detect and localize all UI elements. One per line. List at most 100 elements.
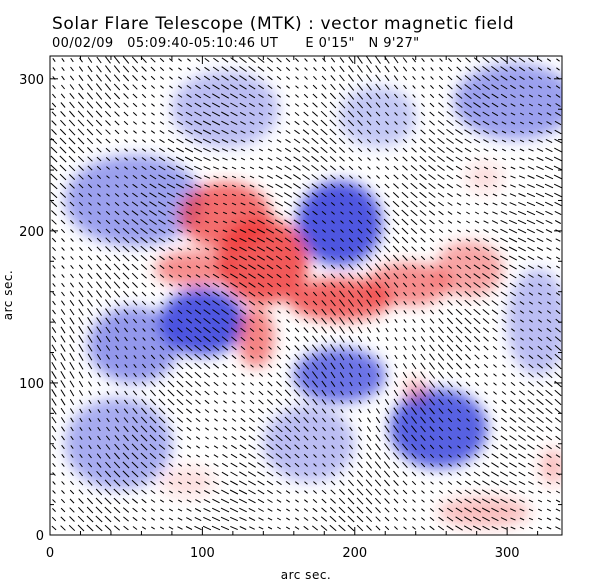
field-vector [439, 445, 443, 449]
field-vector [500, 237, 508, 243]
field-vector [113, 65, 121, 73]
field-vector [222, 436, 228, 440]
field-vector [421, 309, 425, 315]
field-vector [222, 193, 228, 197]
field-vector [303, 318, 309, 324]
field-vector [546, 265, 552, 269]
field-vector [95, 101, 103, 109]
field-vector [177, 318, 183, 324]
field-vector [447, 220, 453, 224]
field-vector [439, 265, 443, 269]
field-vector [402, 363, 408, 369]
field-vector [464, 282, 472, 288]
field-vector [195, 418, 201, 422]
field-vector [527, 435, 535, 441]
field-vector [322, 265, 326, 269]
field-vector [122, 74, 130, 82]
field-vector [338, 92, 346, 100]
field-vector [285, 345, 291, 351]
field-vector [213, 175, 219, 179]
field-vector [88, 220, 92, 224]
field-vector [158, 380, 166, 388]
field-vector [545, 371, 553, 379]
field-vector [177, 103, 183, 107]
field-vector [167, 156, 175, 162]
field-vector [211, 525, 221, 531]
field-vector [330, 335, 336, 343]
field-vector [330, 371, 336, 379]
field-vector [168, 327, 174, 333]
field-vector [429, 237, 435, 243]
field-vector [509, 453, 517, 459]
field-vector [203, 309, 211, 315]
y-tick-label: 300 [19, 73, 44, 88]
field-vector [456, 247, 462, 251]
field-vector [428, 183, 436, 189]
field-vector [482, 327, 490, 333]
field-vector [124, 345, 128, 351]
field-vector [276, 66, 282, 72]
field-vector [284, 407, 292, 415]
field-vector [457, 427, 461, 431]
field-vector [366, 65, 372, 73]
field-vector [481, 507, 491, 513]
field-vector [60, 507, 66, 513]
field-vector [438, 238, 444, 242]
field-vector [140, 218, 148, 226]
field-vector [403, 328, 407, 332]
field-vector [438, 229, 444, 233]
field-vector [501, 417, 507, 423]
field-vector [222, 445, 228, 449]
field-vector [159, 121, 165, 125]
field-vector [185, 380, 193, 388]
field-vector [213, 202, 219, 206]
field-vector [61, 58, 65, 62]
field-vector [456, 372, 462, 378]
field-vector [528, 139, 534, 143]
field-vector [311, 525, 319, 531]
field-vector [97, 381, 101, 387]
field-vector [212, 282, 220, 288]
field-vector [392, 192, 400, 198]
field-vector [411, 147, 417, 153]
field-vector [447, 291, 453, 297]
field-vector [393, 263, 399, 271]
field-vector [194, 508, 202, 512]
field-vector [52, 309, 56, 315]
field-vector [492, 327, 498, 333]
field-vector [97, 184, 101, 188]
field-vector [229, 498, 239, 504]
field-vector [500, 75, 508, 81]
field-vector [430, 499, 434, 503]
field-vector [166, 192, 176, 198]
field-vector [348, 479, 354, 487]
field-vector [474, 157, 480, 161]
field-vector [231, 148, 237, 152]
field-vector [358, 193, 362, 197]
field-vector [151, 328, 155, 332]
field-vector [510, 399, 516, 405]
field-vector [131, 201, 139, 207]
field-vector [77, 146, 85, 154]
field-vector [508, 255, 518, 261]
field-vector [249, 408, 255, 414]
field-vector [258, 166, 264, 170]
field-vector [527, 390, 535, 396]
field-vector [500, 202, 508, 206]
field-vector [446, 516, 454, 522]
field-vector [464, 102, 472, 108]
field-vector [339, 193, 345, 197]
field-vector [105, 237, 111, 243]
field-vector [175, 156, 185, 162]
field-vector [69, 210, 75, 216]
field-vector [293, 156, 301, 162]
field-vector [483, 444, 489, 450]
field-vector [168, 463, 174, 467]
field-vector [358, 417, 362, 423]
field-vector [59, 155, 67, 163]
field-vector [124, 364, 128, 368]
field-vector [403, 354, 407, 360]
field-vector [186, 67, 192, 71]
field-vector [222, 220, 228, 224]
field-vector [294, 336, 300, 342]
